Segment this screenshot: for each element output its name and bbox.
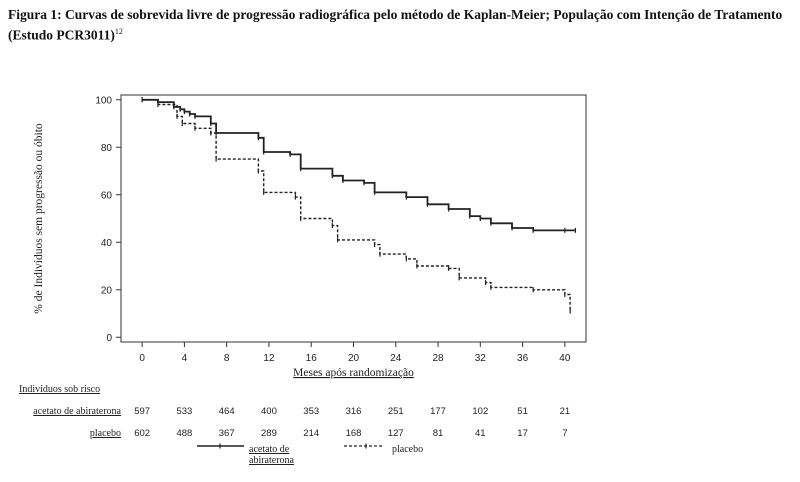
risk-row-label: acetato de abiraterona: [33, 406, 121, 417]
legend-label-0: acetato de abiraterona: [249, 444, 295, 466]
risk-value: 316: [346, 406, 362, 417]
risk-value: 168: [346, 428, 362, 439]
figure-title-text: Figura 1: Curvas de sobrevida livre de p…: [8, 7, 783, 43]
risk-value: 464: [219, 406, 235, 417]
risk-value: 51: [517, 406, 528, 417]
series-line-1: [142, 99, 571, 312]
x-tick-label: 36: [517, 353, 529, 364]
risk-value: 400: [261, 406, 277, 417]
risk-value: 353: [303, 406, 319, 417]
risk-value: 214: [303, 428, 319, 439]
x-axis-label: Meses após randomização: [293, 367, 414, 379]
risk-value: 177: [430, 406, 446, 417]
risk-value: 21: [560, 406, 571, 417]
y-tick-label: 80: [101, 143, 113, 154]
y-axis-label: % de Indivíduos sem progressão ou óbito: [33, 123, 45, 314]
risk-value: 367: [219, 428, 235, 439]
y-tick-label: 0: [106, 333, 112, 344]
risk-value: 81: [433, 428, 444, 439]
y-tick-label: 40: [101, 238, 113, 249]
risk-table-header: Indivíduos sob risco: [19, 384, 100, 395]
series-line-0: [142, 98, 576, 232]
y-tick-label: 100: [95, 95, 112, 106]
figure-title-superscript: 12: [114, 27, 123, 36]
x-tick-label: 4: [182, 353, 188, 364]
risk-value: 7: [562, 428, 567, 439]
y-tick-label: 20: [101, 285, 113, 296]
x-tick-label: 8: [224, 353, 230, 364]
risk-value: 41: [475, 428, 486, 439]
y-tick-label: 60: [101, 190, 113, 201]
risk-value: 488: [176, 428, 192, 439]
risk-value: 102: [472, 406, 488, 417]
legend-label-0-line-2: abiraterona: [249, 455, 295, 466]
x-tick-label: 12: [263, 353, 275, 364]
risk-value: 533: [176, 406, 192, 417]
x-tick-label: 24: [390, 353, 402, 364]
x-tick-label: 16: [306, 353, 318, 364]
risk-value: 289: [261, 428, 277, 439]
risk-value: 602: [134, 428, 150, 439]
risk-value: 17: [517, 428, 528, 439]
legend-label-0-line-1: acetato de: [249, 444, 290, 455]
figure-title: Figura 1: Curvas de sobrevida livre de p…: [8, 6, 792, 44]
risk-value: 597: [134, 406, 150, 417]
x-tick-label: 0: [139, 353, 145, 364]
plot-frame: [120, 94, 587, 343]
legend-label-1: placebo: [392, 444, 423, 455]
x-tick-label: 20: [348, 353, 360, 364]
risk-value: 127: [388, 428, 404, 439]
risk-value: 251: [388, 406, 404, 417]
x-tick-label: 28: [432, 353, 444, 364]
x-tick-label: 32: [475, 353, 487, 364]
x-tick-label: 40: [559, 353, 571, 364]
risk-row-label: placebo: [90, 428, 121, 439]
